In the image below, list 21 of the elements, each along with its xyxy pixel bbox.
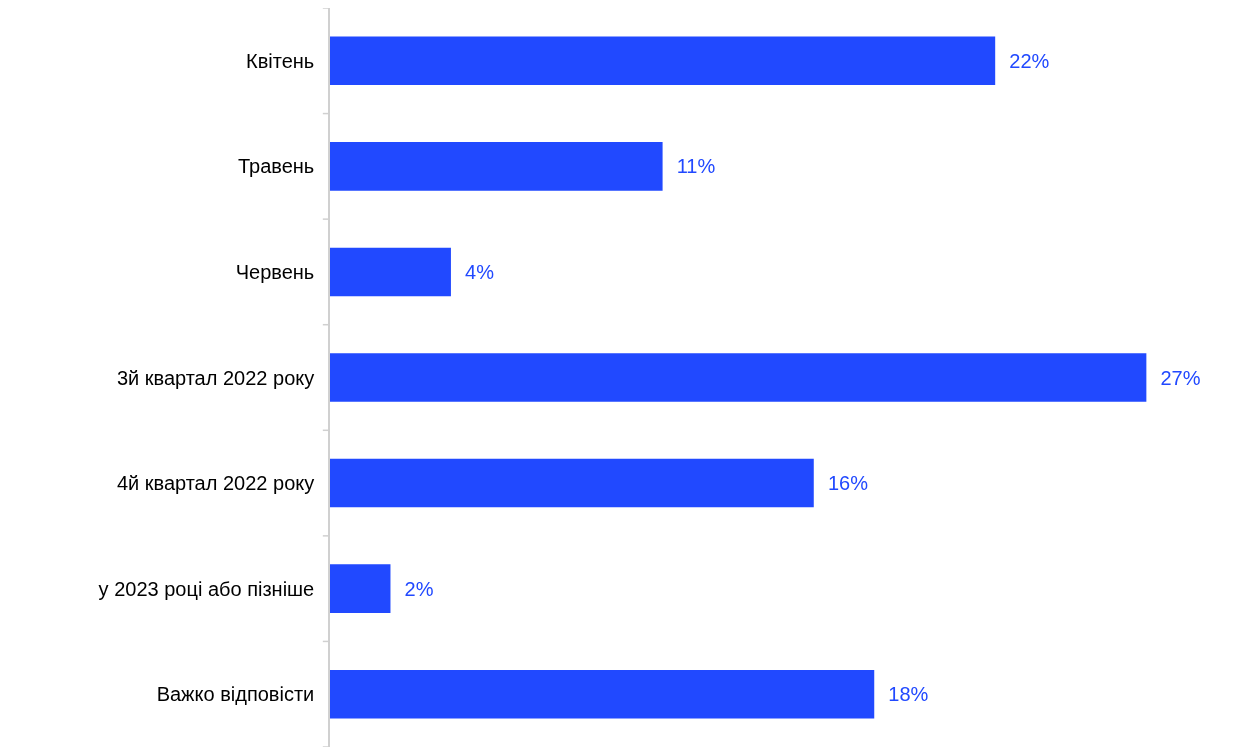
y-tick-label: 3й квартал 2022 року — [116, 366, 315, 389]
data-label: 4% — [453, 260, 495, 283]
bar — [330, 353, 1147, 402]
data-label: 16% — [816, 472, 869, 495]
y-tick-label: Важко відповісти — [156, 683, 315, 706]
y-tick-label: Квітень — [246, 49, 315, 72]
y-tick-label: Червень — [235, 260, 315, 283]
bar — [330, 458, 814, 508]
y-tick-label: Травень — [237, 155, 315, 178]
bar — [330, 669, 875, 719]
bar — [330, 247, 451, 297]
data-label: 11% — [665, 155, 716, 178]
data-label: 18% — [877, 683, 929, 706]
bar — [330, 36, 996, 86]
y-tick-label: 4й квартал 2022 року — [116, 472, 315, 495]
bar — [330, 142, 663, 191]
y-tick-label: у 2023 році або пізніше — [98, 577, 315, 600]
bar — [330, 564, 391, 613]
data-label: 22% — [998, 49, 1050, 72]
data-label: 2% — [393, 577, 434, 600]
data-label: 27% — [1149, 366, 1201, 389]
